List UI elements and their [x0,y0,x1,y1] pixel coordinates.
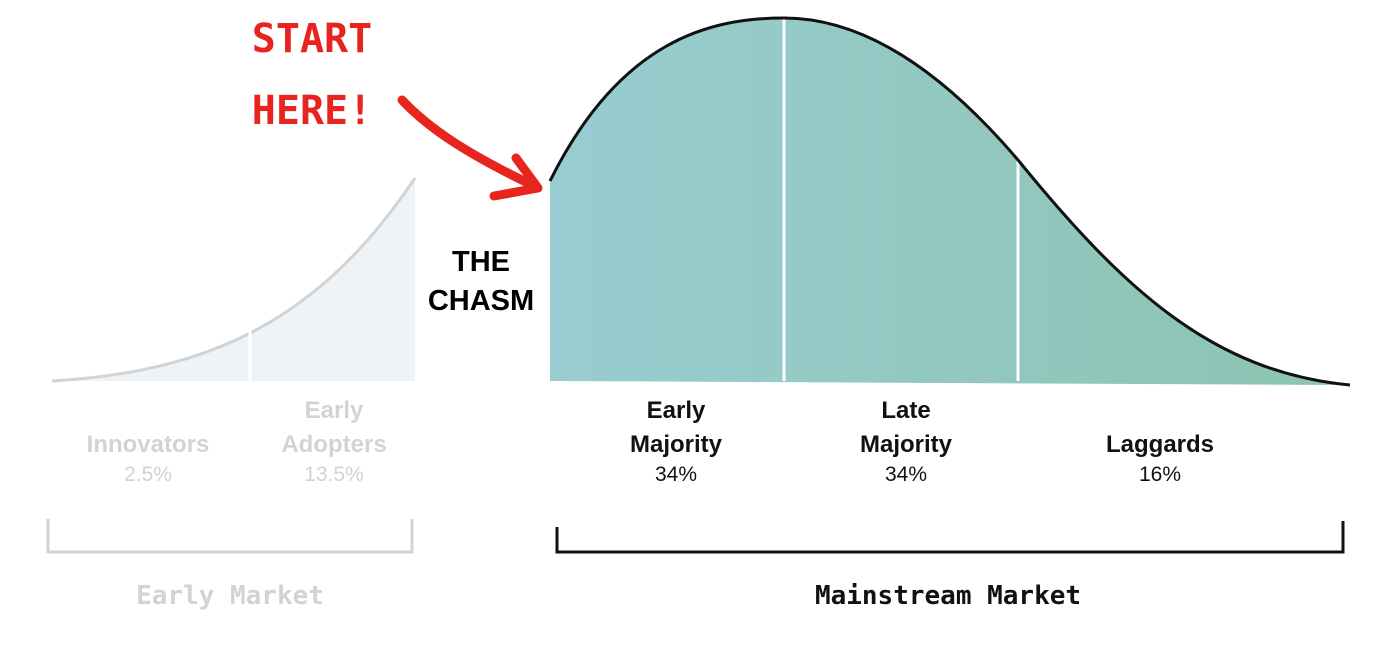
late-majority-percent: 34% [885,463,927,486]
segment-early-adopters: Early Adopters 13.5% [281,397,386,486]
early-curve-line [51,177,417,383]
segment-late-majority: Late Majority 34% [860,397,953,486]
here-label: HERE! [252,88,372,134]
late-majority-label-line-2: Majority [860,431,953,458]
laggards-percent: 16% [1139,463,1181,486]
early-curve-group [51,177,417,383]
laggards-label: Laggards [1106,431,1214,458]
early-adopters-percent: 13.5% [304,463,364,486]
early-market-bracket: Early Market [46,519,414,611]
mainstream-curve-group [548,16,1351,387]
start-label: START [252,16,372,62]
mainstream-curve-line [548,16,1351,387]
mainstream-curve-fill [550,18,1350,385]
chasm-line-2: CHASM [428,285,534,317]
segment-innovators: Innovators 2.5% [87,431,210,486]
segment-laggards: Laggards 16% [1106,431,1214,486]
early-adopters-label-line-1: Early [305,397,364,424]
chasm-line-1: THE [452,246,510,278]
innovators-label: Innovators [87,431,210,458]
early-curve-fill [52,178,415,381]
start-here-annotation: START HERE! [252,16,543,201]
mainstream-market-bracket: Mainstream Market [555,521,1345,611]
red-curved-arrow-icon [397,95,543,201]
early-adopters-label-line-2: Adopters [281,431,386,458]
innovators-percent: 2.5% [124,463,172,486]
chasm-label: THE CHASM [428,246,534,317]
early-majority-label-line-2: Majority [630,431,723,458]
early-majority-label-line-1: Early [647,397,706,424]
mainstream-market-label: Mainstream Market [815,581,1081,611]
segment-early-majority: Early Majority 34% [630,397,723,486]
early-market-label: Early Market [136,581,324,611]
early-majority-percent: 34% [655,463,697,486]
late-majority-label-line-1: Late [881,397,930,424]
